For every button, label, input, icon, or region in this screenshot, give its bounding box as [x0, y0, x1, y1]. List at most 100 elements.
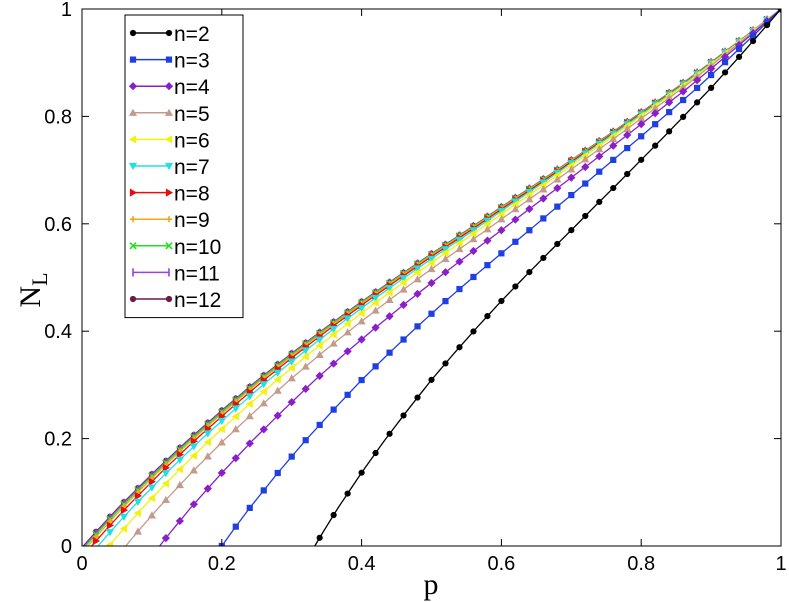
- data-point-n-7: [329, 325, 338, 334]
- data-point-n-5: [203, 452, 212, 460]
- data-point-n-5: [329, 339, 338, 347]
- data-point-n-8: [120, 506, 129, 515]
- legend-item-n-2: n=2: [129, 23, 210, 46]
- y-tick-label: 0.8: [44, 106, 72, 128]
- data-point-n-2: [316, 534, 323, 541]
- data-point-n-7: [497, 207, 506, 216]
- data-point-n-6: [301, 352, 309, 361]
- data-point-n-5: [637, 114, 646, 122]
- data-point-n-4: [413, 289, 422, 298]
- data-point-n-5: [553, 175, 562, 183]
- x-axis-label: p: [424, 568, 439, 601]
- data-point-n-7: [441, 246, 450, 254]
- x-tick-label: 0.2: [208, 553, 236, 575]
- data-point-n-3: [442, 298, 449, 305]
- data-point-n-3: [526, 227, 533, 234]
- data-point-n-2: [582, 212, 589, 220]
- legend-marker: [164, 82, 174, 91]
- data-point-n-3: [721, 59, 729, 66]
- data-point-n-5: [581, 155, 590, 163]
- data-point-n-2: [666, 128, 673, 135]
- data-point-n-6: [539, 181, 547, 190]
- data-point-n-2: [428, 376, 435, 383]
- data-point-n-4: [315, 371, 324, 381]
- data-point-n-5: [245, 412, 254, 420]
- data-point-n-3: [344, 391, 351, 398]
- data-point-n-5: [679, 83, 688, 91]
- data-point-n-2: [777, 9, 781, 13]
- data-point-n-3: [554, 203, 561, 210]
- data-point-n-4: [399, 300, 408, 309]
- data-point-n-4: [245, 439, 254, 448]
- data-point-n-6: [497, 210, 505, 219]
- data-point-n-4: [175, 516, 184, 526]
- data-point-n-4: [203, 484, 212, 493]
- data-point-n-5: [231, 425, 240, 433]
- data-point-n-4: [693, 76, 702, 85]
- data-point-n-2: [721, 69, 729, 76]
- legend-marker: [128, 162, 138, 171]
- data-point-n-2: [680, 113, 687, 120]
- data-point-n-4: [707, 64, 716, 73]
- data-point-n-6: [189, 451, 197, 460]
- data-point-n-3: [288, 453, 295, 460]
- y-axis-label-subscript: L: [27, 272, 52, 285]
- data-point-n-6: [371, 298, 379, 307]
- data-point-n-4: [623, 130, 632, 140]
- data-point-n-3: [680, 96, 687, 104]
- legend-label: n=11: [174, 262, 220, 285]
- legend-item-n-11: n=11: [132, 262, 220, 285]
- data-point-n-4: [595, 152, 604, 161]
- data-point-n-4: [539, 194, 548, 203]
- data-point-n-3: [232, 523, 239, 530]
- data-point-n-6: [175, 465, 183, 474]
- data-point-n-7: [203, 430, 212, 438]
- data-point-n-5: [357, 317, 366, 325]
- data-point-n-5: [189, 466, 198, 474]
- data-point-n-4: [720, 52, 730, 61]
- data-point-n-6: [105, 540, 114, 546]
- y-axis-label: NL: [14, 272, 52, 307]
- data-point-n-3: [414, 323, 421, 330]
- data-point-n-7: [133, 498, 143, 506]
- legend-marker: [165, 295, 173, 303]
- legend-marker: [128, 108, 138, 116]
- data-point-n-4: [273, 411, 282, 420]
- data-point-n-6: [455, 239, 463, 248]
- data-point-n-2: [749, 37, 757, 45]
- data-point-n-5: [175, 480, 184, 489]
- data-point-n-6: [203, 437, 211, 447]
- data-point-n-5: [567, 165, 576, 173]
- data-point-n-7: [259, 381, 268, 389]
- data-point-n-6: [553, 171, 561, 180]
- y-axis-label-main: N: [14, 286, 47, 308]
- data-point-n-7: [147, 484, 156, 492]
- data-point-n-3: [498, 250, 505, 257]
- data-point-n-4: [385, 312, 394, 321]
- data-point-n-5: [427, 264, 436, 273]
- data-point-n-4: [259, 425, 268, 434]
- data-point-n-6: [119, 524, 128, 533]
- data-point-n-4: [357, 335, 366, 344]
- data-point-n-6: [525, 190, 533, 199]
- data-point-n-5: [133, 527, 143, 535]
- data-point-n-7: [385, 284, 394, 293]
- data-point-n-7: [357, 305, 366, 313]
- data-point-n-3: [694, 84, 701, 92]
- data-point-n-4: [665, 98, 674, 107]
- data-point-n-5: [651, 104, 660, 112]
- y-tick-label: 1: [61, 0, 72, 21]
- data-point-n-7: [315, 336, 324, 344]
- data-point-n-3: [624, 144, 631, 152]
- data-point-n-3: [386, 349, 393, 356]
- data-point-n-4: [217, 468, 226, 477]
- data-point-n-2: [568, 227, 575, 234]
- legend-item-n-6: n=6: [128, 129, 210, 152]
- data-point-n-6: [357, 309, 365, 318]
- data-point-n-6: [469, 229, 477, 238]
- data-point-n-6: [441, 248, 449, 258]
- data-point-n-5: [343, 328, 352, 336]
- data-point-n-4: [301, 384, 310, 393]
- data-point-n-8: [106, 521, 115, 530]
- legend-label: n=5: [174, 103, 210, 126]
